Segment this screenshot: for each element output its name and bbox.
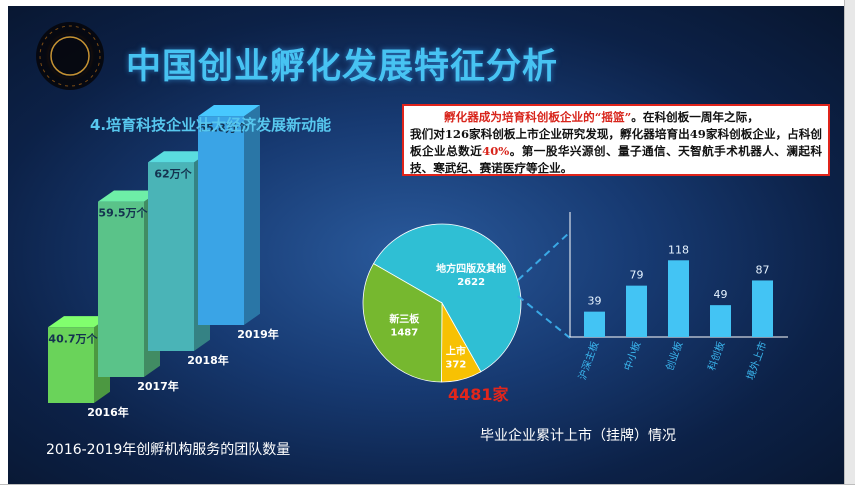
page-title: 中国创业孵化发展特征分析 (126, 47, 559, 87)
bar-category-label-0: 2016年 (87, 405, 129, 419)
bar-value-label-0: 40.7万个 (48, 331, 98, 345)
window-scroll-edge (844, 0, 855, 493)
section-subtitle: 4.培育科技企业壮大经济发展新动能 (90, 116, 332, 134)
highlight-quote-box: 孵化器成为培育科创板企业的“摇篮”。在科创板一周年之际， 我们对126家科创板上… (402, 104, 830, 176)
chart-svg: 40.7万个 2016年 59.5万个 2017年 62万个 2018年 65.8万个 201… (36, 22, 788, 419)
quote-text-2: 我们对126家科创板上市企业研究发现，孵化器培育出49家科创板企业，占科创板企业… (410, 127, 822, 158)
pie-connector-top (517, 231, 571, 281)
window-bottom-edge (0, 484, 855, 494)
bar-value-label-1: 59.5万个 (98, 206, 148, 220)
bar-front-1 (98, 201, 144, 377)
column-value-label-3: 49 (714, 288, 728, 301)
column-category-label-1: 中小板 (621, 340, 643, 373)
bar-top-3 (198, 105, 260, 117)
bar-top-2 (148, 151, 210, 163)
left-chart-caption: 2016-2019年创孵机构服务的团队数量 (46, 442, 291, 458)
pie-slice-2 (362, 263, 443, 383)
column-value-label-2: 118 (668, 243, 689, 256)
column-category-label-0: 沪深主板 (575, 340, 601, 382)
pie-connector-bottom (517, 295, 571, 339)
slide-canvas: 40.7万个 2016年 59.5万个 2017年 62万个 2018年 65.8万个 201… (8, 6, 844, 484)
column-value-label-4: 87 (756, 263, 770, 276)
column-category-label-3: 科创板 (705, 340, 727, 373)
bar-front-0 (48, 327, 94, 403)
pie-slice-value-1: 372 (445, 360, 466, 371)
column-bar-3 (710, 305, 731, 337)
column-bar-1 (626, 285, 647, 337)
bar-value-label-3: 65.8万个 (198, 120, 248, 134)
bar-side-3 (244, 105, 260, 325)
bar-front-3 (198, 116, 244, 325)
pie-slice-label-2: 新三板 (389, 313, 420, 326)
column-bar-0 (584, 311, 605, 337)
column-bar-2 (668, 260, 689, 337)
quote-text-3: 。第一股华兴源创、量子通信、天智航手术机器人、澜起科技、寒武纪、赛诺医疗等企业。 (410, 144, 822, 175)
column-value-label-0: 39 (588, 295, 602, 308)
pie-slice-value-2: 1487 (390, 328, 418, 339)
quote-text-1: 。在科创板一周年之际， (631, 110, 759, 124)
bar-front-2 (148, 162, 194, 351)
bar-value-label-2: 62万个 (154, 166, 192, 180)
right-chart-caption: 毕业企业累计上市（挂牌）情况 (480, 428, 676, 444)
quote-highlight-1: 孵化器成为培育科创板企业的“摇篮” (444, 110, 632, 124)
bar-category-label-1: 2017年 (137, 379, 179, 393)
pie-slice-label-1: 上市 (446, 345, 466, 358)
column-category-label-4: 境外上市 (743, 340, 769, 382)
column-value-label-1: 79 (630, 269, 644, 282)
pie-total-label: 4481家 (448, 385, 509, 404)
bar-top-0 (48, 316, 110, 328)
bar-category-label-3: 2019年 (237, 327, 279, 341)
column-bar-4 (752, 280, 773, 337)
logo-ring-icon (36, 22, 104, 90)
bar-top-1 (98, 190, 160, 202)
quote-highlight-2: 40% (482, 144, 510, 158)
bar-category-label-2: 2018年 (187, 353, 229, 367)
pie-slice-value-0: 2622 (457, 277, 485, 288)
pie-slice-0 (372, 223, 522, 373)
pie-slice-label-0: 地方四版及其他 (436, 262, 506, 275)
column-category-label-2: 创业板 (663, 340, 685, 373)
